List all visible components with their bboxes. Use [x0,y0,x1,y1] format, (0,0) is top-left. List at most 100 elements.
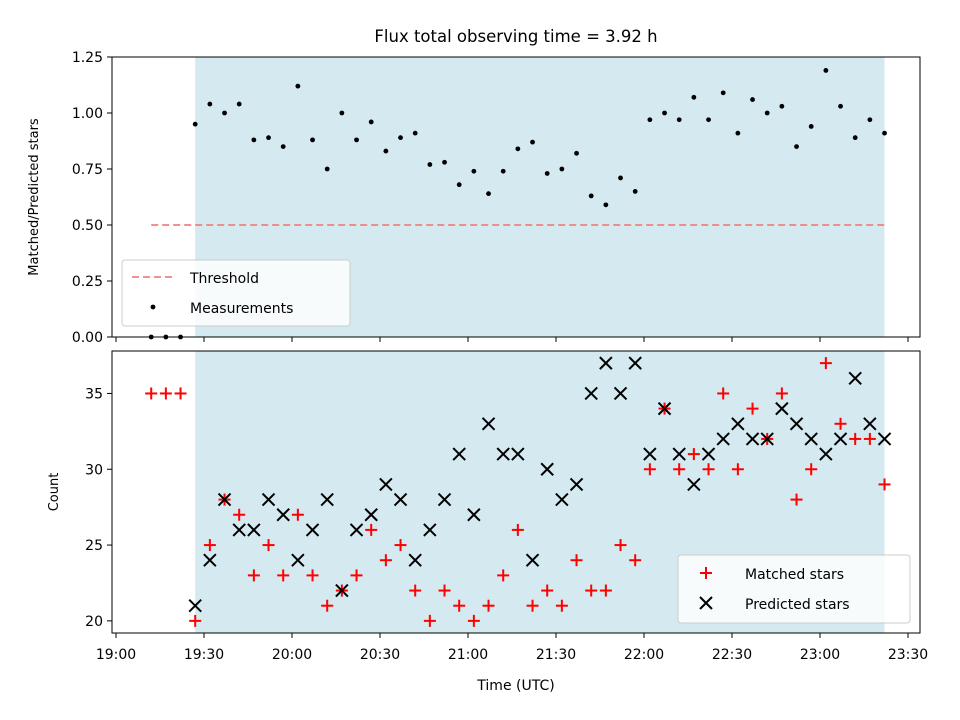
matched-star-point [423,614,436,627]
predicted-star-point [452,447,466,461]
predicted-star-point [291,553,305,567]
measurement-point [500,168,506,174]
count-y-axis-label: Count [47,473,62,512]
predicted-star-point [657,401,672,416]
predicted-star-point [320,492,334,507]
x-tick-label: 22:00 [624,647,664,663]
predicted-star-point [203,553,217,567]
predicted-star-point [672,447,686,461]
count-plot-frame [111,350,921,634]
count-legend-box [677,554,911,624]
measurement-point [559,166,565,172]
predicted-star-point [540,462,554,476]
measurement-point [398,135,403,141]
x-tick-label: 23:30 [888,647,928,663]
predicted-stars-legend-swatch [699,596,713,610]
predicted-star-point [745,432,760,446]
matched-star-point [145,387,158,400]
ratio-y-tick-label: 0.25 [72,274,103,290]
measurement-point [764,110,770,116]
matched-star-point [541,584,554,597]
ratio-y-axis-label: Matched/Predicted stars [27,118,42,276]
predicted-star-point [789,417,804,431]
measurement-point [427,162,433,167]
measurement-point [339,110,345,116]
predicted-star-point [877,432,892,446]
matched-star-point [585,584,598,597]
matched-star-point [350,569,363,582]
predicted-star-point [628,356,642,370]
predicted-star-point [687,477,701,492]
predicted-star-point [599,356,613,370]
matched-star-point [233,508,246,521]
predicted-star-point [569,477,584,492]
measurement-point [823,68,829,73]
predicted-star-point [643,447,657,461]
count-x-axis: 19:00 19:30 20:00 20:30 21:00 21:30 22:00 22:30… [96,633,928,663]
count-y-tick-label: 30 [85,462,103,478]
matched-star-point [365,523,378,536]
matched-star-point [599,584,612,597]
predicted-star-point [276,508,290,522]
matched-star-point [482,599,495,612]
matched-stars-legend-label: Matched stars [745,567,844,583]
matched-star-point [775,387,788,400]
matched-star-point [819,357,832,370]
matched-star-point [673,463,686,476]
predicted-star-point [305,523,320,537]
count-y-axis: 20 25 30 35 [85,386,112,630]
predicted-star-point [188,599,202,613]
measurement-point [530,139,535,145]
matched-star-point [306,569,319,582]
predicted-star-point [701,447,716,461]
ratio-y-tick-label: 1.00 [72,106,103,122]
count-y-tick-label: 20 [85,614,103,630]
x-tick-label: 19:30 [184,647,224,663]
predicted-star-point [804,432,818,446]
measurement-point [676,117,682,123]
measurement-point [486,191,491,197]
predicted-star-point [613,386,628,401]
matched-star-point [570,554,583,567]
predicted-star-point [247,523,261,537]
predicted-star-point [467,508,481,522]
measurement-point [603,202,609,208]
ratio-legend-box [121,259,351,327]
measurement-point [412,130,418,136]
measurement-point [574,150,579,156]
count-panel: 20 25 30 35 19:00 19:30 20:00 20:30 21:00 21:30 2… [47,350,928,694]
count-y-tick-label: 25 [85,538,103,554]
chart-title: Flux total observing time = 3.92 h [374,27,657,46]
matched-star-point [379,554,392,567]
predicted-star-point [393,492,408,507]
predicted-star-point [863,417,877,431]
measurement-point [882,130,887,136]
predicted-star-point [349,523,364,537]
matched-star-point [511,523,524,536]
measurement-point [838,103,843,109]
matched-star-point [291,508,304,521]
measurement-point [647,117,653,123]
matched-star-point [247,569,260,582]
matched-star-point [849,432,862,445]
matched-star-point [643,463,656,476]
predicted-star-point [423,523,437,537]
measurement-point [266,135,271,141]
x-tick-label: 20:00 [272,647,312,663]
predicted-star-point [716,432,730,446]
measurement-point [720,90,726,96]
predicted-star-point [584,386,598,401]
predicted-star-point [760,432,774,446]
predicted-star-point [379,477,393,492]
predicted-star-point [731,417,745,431]
measurement-point [779,103,785,109]
measurement-point [691,94,697,100]
measurement-point [222,110,227,116]
measurement-point [808,124,814,129]
matched-star-point [262,539,275,552]
measurement-point [662,110,667,116]
matched-star-point [409,584,422,597]
matched-star-point [203,539,216,552]
x-tick-label: 21:00 [448,647,488,663]
predicted-star-point [364,508,378,522]
